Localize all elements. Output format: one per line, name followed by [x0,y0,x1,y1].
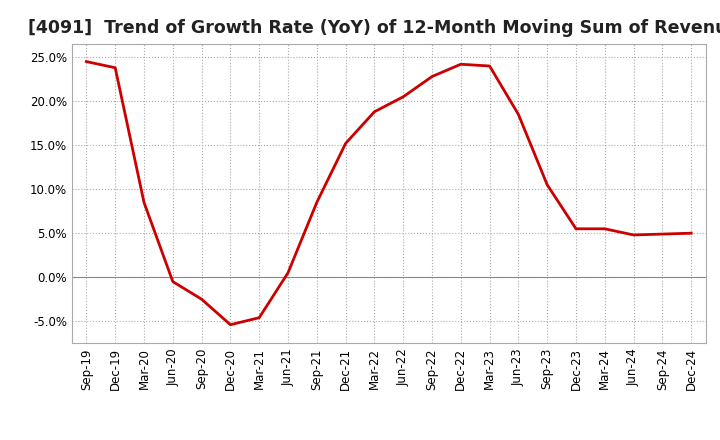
Title: [4091]  Trend of Growth Rate (YoY) of 12-Month Moving Sum of Revenues: [4091] Trend of Growth Rate (YoY) of 12-… [28,19,720,37]
